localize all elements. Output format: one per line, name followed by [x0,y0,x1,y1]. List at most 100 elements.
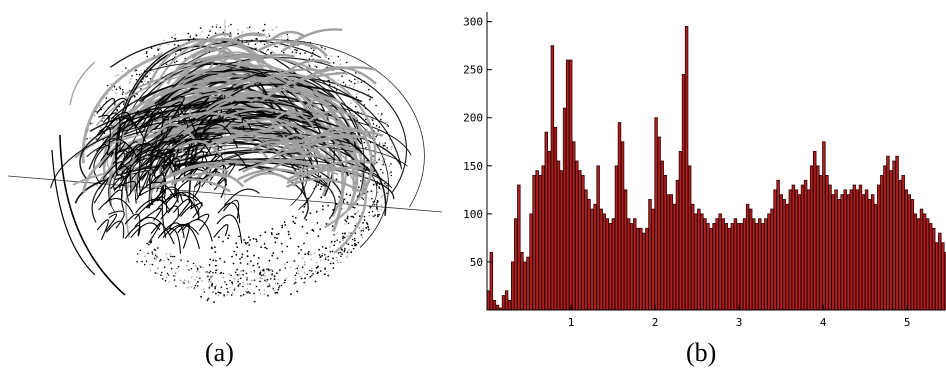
histogram-bar [852,184,857,311]
panel-b-histogram: 50 100 150 200 250 300 1 2 3 4 5 [463,12,946,329]
histogram-bar [931,227,936,311]
histogram-bar [874,203,878,311]
histogram-bar [529,213,533,311]
histogram-bar [797,194,802,311]
histogram-bar [895,155,899,311]
histogram-bar [504,290,509,311]
histogram-bar [755,223,759,311]
histogram-bar [825,175,829,311]
histogram-bar [629,223,634,311]
y-tick-label: 150 [463,160,483,173]
histogram-bar [587,199,591,311]
histogram-bar [822,141,826,311]
histogram-bar [837,199,841,311]
histogram-bar [575,160,579,311]
scatter-outer-arcs [51,61,126,296]
histogram-bar [919,208,924,311]
histogram-bar [489,251,494,311]
histogram-bar [907,194,912,311]
histogram-bar [617,122,622,311]
histogram-bar [889,170,893,311]
histogram-bar [614,165,619,311]
histogram-bar [541,165,545,311]
y-tick-label: 300 [463,16,483,29]
histogram-bar [782,199,786,311]
histogram-bar [916,218,921,311]
histogram-bar [538,175,542,311]
y-tick-label: 200 [463,112,483,125]
histogram-bar [694,213,698,311]
histogram-bar [568,59,573,311]
histogram-bar [733,218,738,311]
histogram-bar [517,184,521,311]
histogram-bar [626,218,631,311]
histogram-bar [520,251,524,311]
histogram-bar [864,189,869,311]
x-tick-label: 5 [904,316,911,329]
histogram-bar [913,213,918,311]
histogram-bar [672,203,677,311]
histogram-bar [544,131,549,311]
histogram-bar [550,45,555,311]
histogram-bar [535,170,539,311]
histogram-bar [633,218,637,311]
histogram-bar [806,189,811,311]
histogram-bar [596,165,600,311]
histogram-bar [831,194,835,311]
histogram-bar [828,184,832,311]
histogram-bar [788,189,793,311]
histogram-bar [785,203,790,311]
histogram-bar [511,261,515,311]
x-tick-label: 2 [652,316,659,329]
x-tick-label: 3 [736,316,743,329]
histogram-bar [739,223,744,311]
histogram-bar [645,227,649,311]
histogram-bar [514,218,518,311]
histogram-bar [800,184,805,311]
histogram-bar [623,189,628,311]
histogram-bar [721,218,725,311]
histogram-bar [565,59,570,311]
histogram-bar [697,208,701,311]
histogram-bar [791,184,796,311]
histogram-bar [892,160,896,311]
y-tick-label: 100 [463,208,483,221]
histogram-bar [690,203,695,311]
histogram-bar [745,203,750,311]
histogram-bar [883,165,887,311]
histogram-bar [809,165,814,311]
histogram-bar [816,165,820,311]
histogram-bar [507,299,512,311]
histogram-bar [611,218,616,311]
histogram-bar [748,208,753,311]
histogram-bar [764,218,768,311]
histogram-bar [495,304,500,311]
histogram-bar [651,208,655,311]
x-tick-label: 1 [568,316,575,329]
histogram-bar [819,175,823,311]
histogram-bar [776,179,780,311]
histogram-bar [605,218,610,311]
histogram-bar [523,261,527,311]
histogram-bar [938,232,942,311]
panel-a-scatter-plot [7,20,443,304]
histogram-bar [849,189,854,311]
histogram-bar [703,218,707,311]
histogram-bar [724,223,728,311]
histogram-bar [886,155,890,311]
histogram-bar [553,126,558,311]
histogram-bar [730,223,735,311]
histogram-bar [562,107,567,311]
histogram-bar [620,141,625,311]
histogram-bar [877,184,881,311]
histogram-bar [843,189,847,311]
histogram-bar [861,194,866,311]
histogram-bar [901,175,905,311]
histogram-bar [718,213,722,311]
scatter-dense-core [93,28,384,254]
histogram-bar [712,223,716,311]
histogram-bar [736,223,741,311]
histogram-bar [709,227,713,311]
histogram-bar [751,218,756,311]
x-tick-label: 4 [820,316,827,329]
